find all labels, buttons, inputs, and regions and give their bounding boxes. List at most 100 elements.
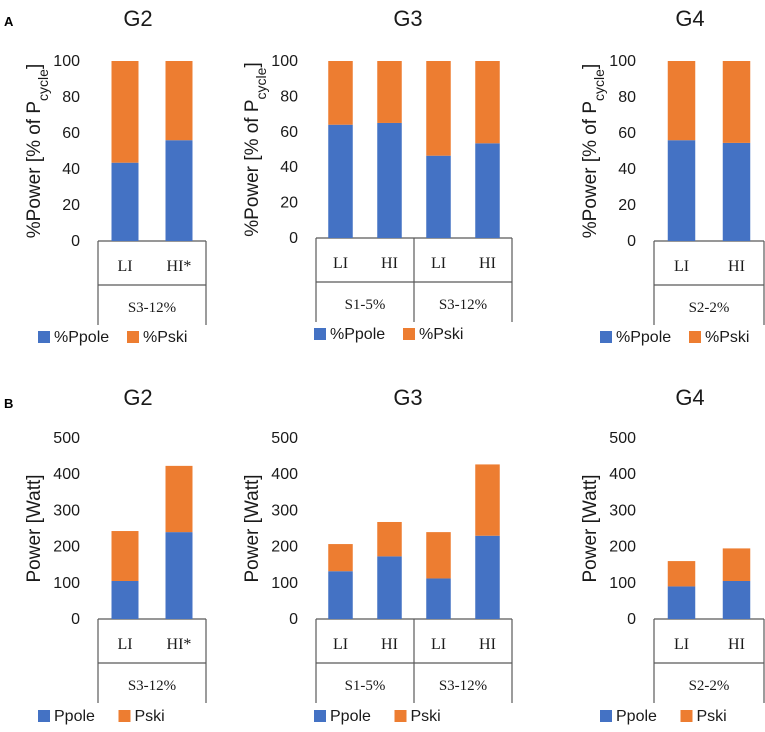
y-tick-label: 100 [609,53,636,70]
legend-label: Ppole [616,708,657,725]
bar-ppole [667,586,696,619]
legend-swatch [314,328,326,340]
x-group-label: S3-12% [439,297,487,313]
y-tick-label: 60 [62,125,80,142]
x-category-label: HI [728,258,745,275]
bar-ppole [426,155,451,238]
y-tick-label: 100 [53,53,80,70]
bar-pski [377,61,402,123]
chart-title: G4 [675,6,704,31]
y-axis-label-main: %Power [% of P [242,99,263,236]
y-axis-label-main: Power [Watt] [24,474,45,582]
x-category-label: LI [674,636,689,653]
legend-swatch [600,710,612,722]
bar-pski [722,61,751,143]
bar-pski [377,521,402,557]
bar-pski [165,465,193,533]
x-category-label: LI [117,258,132,275]
bar-pski [426,61,451,156]
x-group-label: S3-12% [128,300,176,316]
y-axis-label-end: ] [24,64,45,69]
chart-title: G2 [123,385,152,410]
bar-pski [426,532,451,579]
y-tick-label: 100 [271,575,298,592]
legend-label: %Ppole [330,326,385,343]
y-tick-label: 40 [618,161,636,178]
legend-swatch [394,710,407,722]
x-category-label: HI [479,255,496,272]
bar-pski [111,531,139,581]
y-tick-label: 60 [280,124,298,141]
bar-ppole [165,532,193,619]
y-axis-label: Power [Watt] [242,474,263,582]
x-category-label: HI [381,255,398,272]
legend-swatch [600,331,612,343]
bar-pski [722,548,751,581]
bar-ppole [111,162,139,241]
y-tick-label: 0 [71,233,80,250]
y-tick-label: 300 [271,502,298,519]
y-axis-label-end: ] [242,62,263,67]
chart-title: G3 [393,385,422,410]
bar-ppole [426,578,451,619]
y-axis-label: %Power [% of Pcycle] [242,62,269,236]
bar-pski [667,61,696,141]
y-tick-label: 80 [280,88,298,105]
y-tick-label: 400 [53,466,80,483]
bar-ppole [165,140,193,241]
panel-label-a: A [4,14,14,29]
bar-ppole [722,142,751,241]
y-tick-label: 500 [609,430,636,447]
y-tick-label: 0 [627,611,636,628]
y-tick-label: 80 [618,89,636,106]
y-axis-label: Power [Watt] [580,474,601,582]
legend-swatch [127,331,139,343]
legend-swatch [38,710,50,722]
x-group-label: S2-2% [689,300,730,316]
legend-label: Pski [411,708,441,725]
legend-label: %Ppole [54,329,109,346]
legend-swatch [680,710,693,722]
y-tick-label: 80 [62,89,80,106]
x-category-label: HI [381,636,398,653]
y-tick-label: 0 [289,230,298,247]
bar-pski [165,61,193,141]
chart-title: G4 [675,385,704,410]
panel-label-b: B [4,396,13,411]
y-axis-label-sub: cycle [35,69,51,101]
y-tick-label: 200 [271,539,298,556]
y-axis-label: Power [Watt] [24,474,45,582]
x-category-label: LI [333,636,348,653]
bar-pski [475,61,500,144]
chart-b-g3: G3 0 100 200 300 400 500 Power [Watt] S1-5% S3-12… [242,385,513,725]
y-tick-label: 100 [271,53,298,70]
y-axis-label: %Power [% of Pcycle] [24,64,51,238]
y-tick-label: 200 [53,539,80,556]
bar-pski [328,544,353,572]
x-category-label: HI* [167,258,192,275]
y-tick-label: 500 [271,430,298,447]
x-category-label: LI [333,255,348,272]
legend-label: %Pski [705,329,749,346]
x-group-label: S1-5% [345,297,386,313]
y-tick-label: 0 [71,611,80,628]
bar-ppole [475,535,500,619]
x-group-label: S2-2% [689,678,730,694]
x-category-label: HI [479,636,496,653]
x-group-label: S3-12% [439,678,487,694]
x-category-label: LI [674,258,689,275]
chart-title: G2 [123,6,152,31]
y-tick-label: 40 [280,159,298,176]
bar-ppole [328,571,353,619]
x-category-label: HI [728,636,745,653]
x-category-label: LI [117,636,132,653]
y-axis-label-main: %Power [% of P [24,101,45,238]
legend-swatch [314,710,326,722]
bar-ppole [111,580,139,619]
y-axis-label-end: ] [580,64,601,69]
bar-ppole [722,580,751,619]
legend-label: %Ppole [616,329,671,346]
bar-ppole [328,124,353,238]
